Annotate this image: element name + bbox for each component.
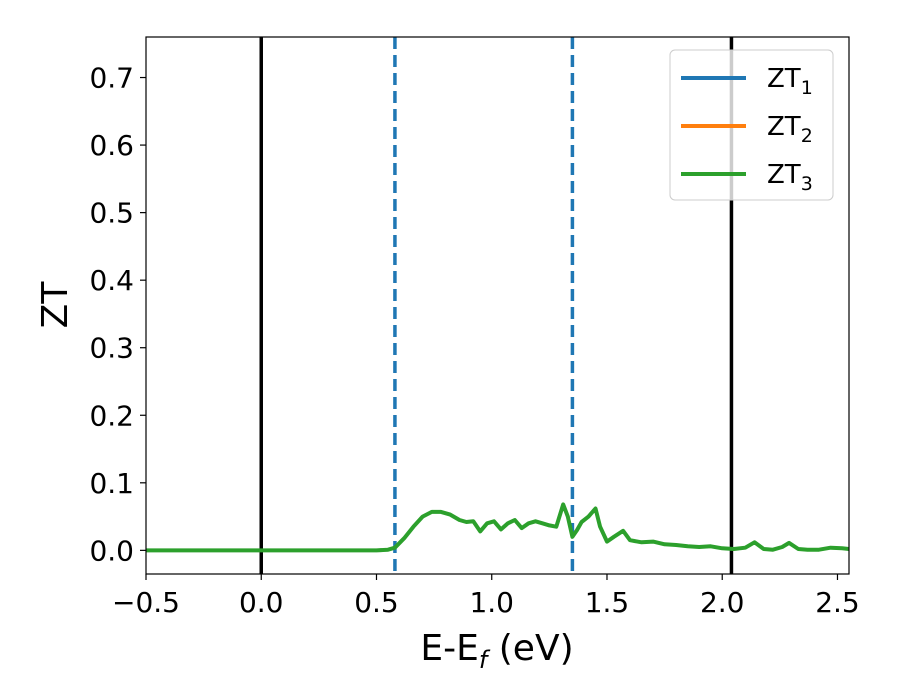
x-tick-label: 0.0	[239, 586, 284, 619]
x-axis-label: E-Ef (eV)	[420, 628, 573, 674]
plot-frame	[145, 36, 850, 575]
x-tick-label: 2.0	[700, 586, 745, 619]
legend: ZT1 ZT2 ZT3	[669, 49, 834, 201]
y-axis-label: ZT	[35, 281, 76, 329]
y-axis-ticks: 0.0 0.1 0.2 0.3 0.4 0.5 0.6 0.7	[89, 62, 146, 567]
series-lines	[146, 502, 849, 553]
x-tick-label: 1.5	[585, 586, 630, 619]
y-tick-label: 0.2	[89, 399, 134, 432]
x-axis-ticks: −0.5 0.0 0.5 1.0 1.5 2.0 2.5	[112, 574, 860, 619]
x-tick-label: 0.5	[354, 586, 399, 619]
x-tick-label: 1.0	[469, 586, 514, 619]
x-tick-label: −0.5	[112, 586, 180, 619]
series-line-3	[146, 502, 849, 553]
y-tick-label: 0.6	[89, 129, 134, 162]
y-tick-label: 0.5	[89, 197, 134, 230]
legend-label-1: ZT1	[767, 64, 813, 99]
y-tick-label: 0.0	[89, 534, 134, 567]
legend-label-3: ZT3	[767, 160, 813, 195]
y-tick-label: 0.4	[89, 264, 134, 297]
y-tick-label: 0.3	[89, 332, 134, 365]
x-tick-label: 2.5	[815, 586, 860, 619]
y-tick-label: 0.1	[89, 467, 134, 500]
legend-label-2: ZT2	[767, 112, 813, 147]
y-tick-label: 0.7	[89, 62, 134, 95]
legend-box	[669, 49, 834, 201]
